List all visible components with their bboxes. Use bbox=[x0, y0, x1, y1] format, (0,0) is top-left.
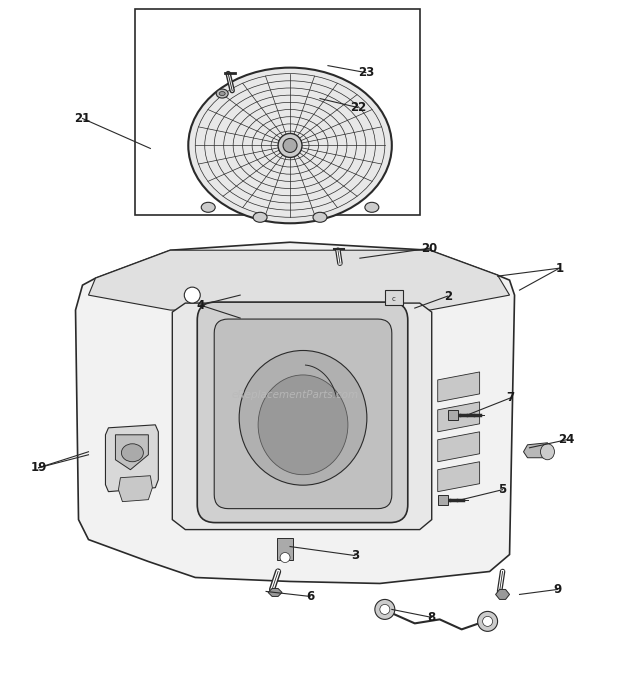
Text: 7: 7 bbox=[507, 391, 515, 404]
Text: 5: 5 bbox=[498, 483, 507, 496]
Polygon shape bbox=[118, 475, 153, 502]
Ellipse shape bbox=[239, 351, 367, 485]
Ellipse shape bbox=[202, 202, 215, 213]
Circle shape bbox=[375, 600, 395, 620]
Circle shape bbox=[477, 611, 498, 631]
Circle shape bbox=[380, 604, 390, 614]
Polygon shape bbox=[115, 435, 148, 470]
Ellipse shape bbox=[541, 444, 554, 460]
Bar bbox=[448, 410, 458, 420]
Bar bbox=[438, 495, 448, 504]
Text: 1: 1 bbox=[556, 262, 564, 275]
Polygon shape bbox=[438, 402, 480, 432]
Bar bbox=[135, 9, 420, 215]
Ellipse shape bbox=[313, 213, 327, 222]
Ellipse shape bbox=[216, 89, 228, 98]
Text: 19: 19 bbox=[30, 461, 46, 474]
Polygon shape bbox=[268, 589, 282, 596]
Bar bbox=[277, 538, 293, 560]
Polygon shape bbox=[495, 589, 510, 600]
Bar bbox=[385, 290, 403, 305]
Ellipse shape bbox=[258, 375, 348, 475]
Circle shape bbox=[278, 133, 302, 157]
Text: 22: 22 bbox=[350, 101, 366, 114]
Polygon shape bbox=[438, 372, 480, 402]
Text: 21: 21 bbox=[74, 112, 91, 125]
FancyBboxPatch shape bbox=[215, 319, 392, 509]
Ellipse shape bbox=[188, 68, 392, 224]
Text: 2: 2 bbox=[444, 290, 452, 303]
Ellipse shape bbox=[219, 92, 225, 95]
Text: 6: 6 bbox=[306, 590, 314, 603]
Ellipse shape bbox=[253, 213, 267, 222]
FancyBboxPatch shape bbox=[197, 302, 408, 522]
Text: 8: 8 bbox=[428, 611, 436, 624]
Polygon shape bbox=[523, 443, 551, 457]
Circle shape bbox=[283, 139, 297, 152]
Text: 20: 20 bbox=[422, 241, 438, 255]
Text: 23: 23 bbox=[358, 66, 374, 79]
Circle shape bbox=[184, 287, 200, 303]
Polygon shape bbox=[76, 242, 515, 584]
Polygon shape bbox=[172, 303, 432, 530]
Text: eReplacementParts.com: eReplacementParts.com bbox=[231, 390, 358, 400]
Polygon shape bbox=[105, 425, 158, 492]
Polygon shape bbox=[438, 432, 480, 462]
Ellipse shape bbox=[365, 202, 379, 213]
Circle shape bbox=[280, 553, 290, 562]
Text: 9: 9 bbox=[553, 583, 562, 596]
Text: c: c bbox=[392, 296, 396, 302]
Text: 24: 24 bbox=[558, 433, 575, 446]
Circle shape bbox=[482, 616, 493, 627]
Text: 4: 4 bbox=[196, 299, 205, 312]
Ellipse shape bbox=[122, 444, 143, 462]
Text: 3: 3 bbox=[351, 549, 359, 562]
Polygon shape bbox=[89, 250, 510, 310]
Polygon shape bbox=[438, 462, 480, 492]
